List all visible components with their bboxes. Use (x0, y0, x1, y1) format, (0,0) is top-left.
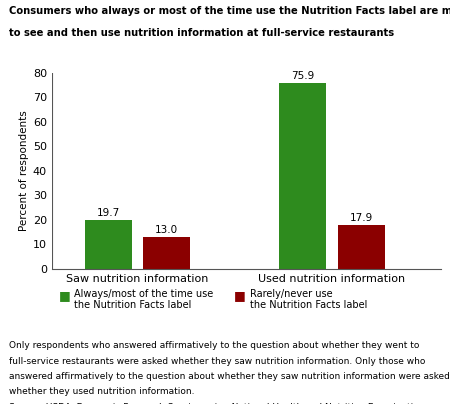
Text: 17.9: 17.9 (350, 213, 373, 223)
Text: 13.0: 13.0 (155, 225, 178, 235)
Bar (143, 237, 190, 269)
Text: full-service restaurants were asked whether they saw nutrition information. Only: full-service restaurants were asked whet… (9, 357, 425, 366)
Text: 75.9: 75.9 (291, 71, 315, 81)
Text: whether they used nutrition information.: whether they used nutrition information. (9, 387, 194, 396)
Text: Source: USDA, Economic Research Service using National Health and Nutrition Exam: Source: USDA, Economic Research Service … (9, 403, 424, 404)
Text: Only respondents who answered affirmatively to the question about whether they w: Only respondents who answered affirmativ… (9, 341, 419, 350)
Text: ■: ■ (58, 289, 70, 302)
Text: Always/most of the time use
the Nutrition Facts label: Always/most of the time use the Nutritio… (74, 289, 213, 310)
Text: 19.7: 19.7 (97, 208, 120, 219)
Text: answered affirmatively to the question about whether they saw nutrition informat: answered affirmatively to the question a… (9, 372, 450, 381)
Text: ■: ■ (234, 289, 246, 302)
Y-axis label: Percent of respondents: Percent of respondents (18, 110, 29, 231)
Text: Consumers who always or most of the time use the Nutrition Facts label are more : Consumers who always or most of the time… (9, 6, 450, 16)
Bar (279, 83, 326, 269)
Bar (338, 225, 385, 269)
Bar (85, 221, 131, 269)
Text: Rarely/never use
the Nutrition Facts label: Rarely/never use the Nutrition Facts lab… (250, 289, 367, 310)
Text: to see and then use nutrition information at full-service restaurants: to see and then use nutrition informatio… (9, 28, 394, 38)
